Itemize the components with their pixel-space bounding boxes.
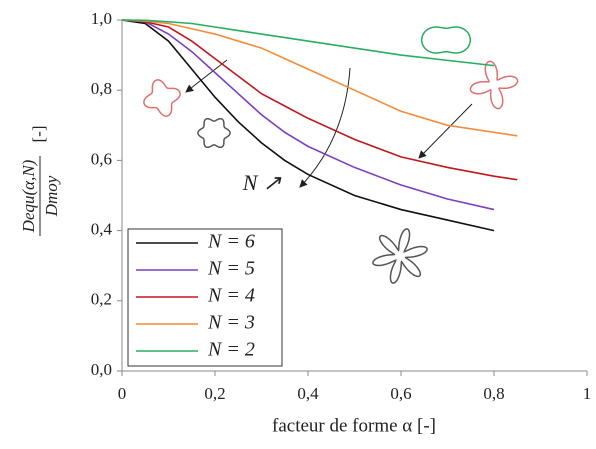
x-tick-label: 0 (118, 384, 127, 403)
x-tick-label: 0,8 (483, 384, 504, 403)
series-line (121, 19, 495, 211)
series-line (121, 19, 495, 232)
y-tick-label: 0,6 (91, 149, 112, 168)
series-line (121, 19, 518, 137)
shape-icon (469, 60, 519, 110)
x-axis-label: facteur de forme α [-] (272, 415, 436, 436)
legend-label: N = 6 (207, 231, 255, 253)
y-axis-label: Dequ(α,N) Dmoy [-] (19, 126, 61, 236)
x-tick-label: 1 (583, 384, 592, 403)
arrow (299, 67, 351, 188)
y-tick-label: 1,0 (91, 9, 112, 28)
shape-icon (420, 26, 472, 54)
x-tick-label: 0,6 (390, 384, 411, 403)
shape-icons (143, 26, 519, 284)
y-label-numerator: Dequ(α,N) (19, 159, 38, 233)
y-tick-label: 0,8 (91, 79, 112, 98)
legend-label: N = 5 (207, 258, 255, 280)
y-label-denominator: Dmoy (42, 175, 61, 217)
y-tick-label: 0,0 (91, 360, 112, 379)
shape-icon (372, 228, 428, 284)
legend-label: N = 2 (207, 339, 255, 361)
x-tick-label: 0,4 (297, 384, 319, 403)
y-label-unit: [-] (29, 126, 48, 143)
legend-label: N = 4 (207, 285, 255, 307)
series-line (121, 19, 495, 67)
x-tick-label: 0,2 (204, 384, 225, 403)
annotation: N ↗ (242, 170, 282, 195)
y-tick-label: 0,2 (91, 290, 112, 309)
legend-label: N = 3 (207, 312, 255, 334)
series-line (121, 19, 518, 181)
shape-icon (143, 79, 181, 117)
arrow (418, 103, 473, 159)
y-tick-label: 0,4 (91, 220, 113, 239)
arrow (185, 59, 228, 93)
shape-icon (197, 117, 231, 149)
